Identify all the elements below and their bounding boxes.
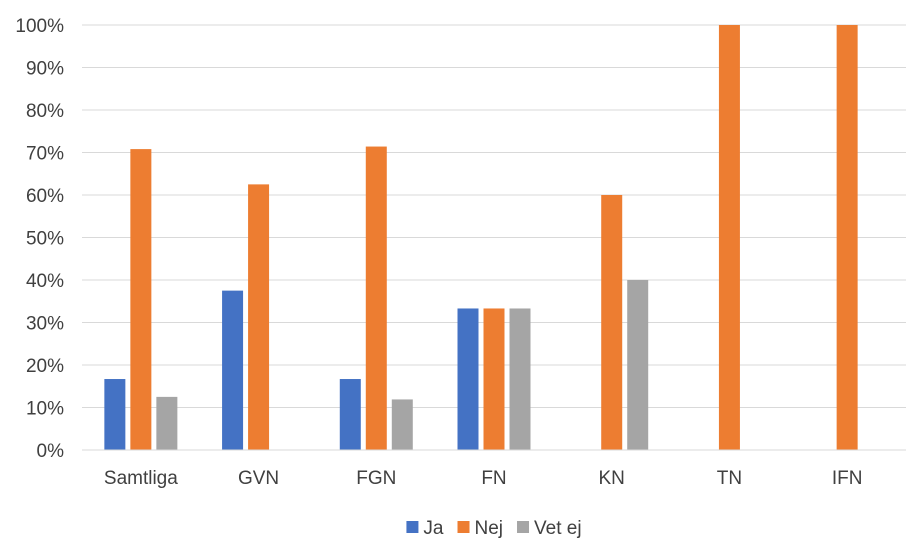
gridlines bbox=[82, 24, 906, 408]
y-tick-label: 20% bbox=[26, 356, 64, 377]
bar-nej-fn bbox=[483, 308, 505, 450]
y-tick-label: 30% bbox=[26, 314, 64, 335]
legend-swatch bbox=[406, 521, 419, 533]
x-tick-label: FGN bbox=[356, 468, 396, 489]
bar-ja-fgn bbox=[339, 379, 361, 450]
y-tick-label: 50% bbox=[26, 229, 64, 250]
bar-vet-ej-samtliga bbox=[156, 396, 178, 450]
legend-item-ja: Ja bbox=[406, 518, 444, 539]
y-tick-label: 70% bbox=[26, 144, 64, 165]
x-tick-label: Samtliga bbox=[104, 468, 178, 489]
bar-ja-fn bbox=[457, 308, 479, 450]
legend-label: Nej bbox=[475, 518, 504, 539]
bar-ja-gvn bbox=[222, 290, 244, 450]
legend: Ja Nej Vet ej bbox=[406, 518, 582, 539]
y-tick-label: 90% bbox=[26, 59, 64, 80]
bar-vet-ej-fgn bbox=[391, 399, 413, 450]
legend-label: Ja bbox=[423, 518, 444, 539]
bars bbox=[104, 25, 858, 451]
x-tick-label: IFN bbox=[832, 468, 863, 489]
legend-item-nej: Nej bbox=[457, 518, 504, 539]
bar-nej-ifn bbox=[836, 25, 858, 450]
y-tick-label: 0% bbox=[37, 441, 65, 462]
y-tick-label: 10% bbox=[26, 399, 64, 420]
y-tick-label: 80% bbox=[26, 101, 64, 122]
y-tick-label: 40% bbox=[26, 271, 64, 292]
bar-nej-samtliga bbox=[130, 149, 152, 450]
bar-nej-kn bbox=[601, 195, 623, 450]
bar-nej-gvn bbox=[248, 184, 270, 450]
legend-item-vet-ej: Vet ej bbox=[517, 518, 582, 539]
bar-vet-ej-kn bbox=[627, 280, 649, 450]
bar-ja-samtliga bbox=[104, 379, 126, 450]
y-tick-label: 100% bbox=[15, 16, 64, 37]
legend-label: Vet ej bbox=[534, 518, 582, 539]
bar-nej-tn bbox=[718, 25, 740, 450]
axes: 0% 10% 20% 30% 40% 50% 60% 70% 80% 90% 100% Samtlig… bbox=[15, 16, 906, 489]
x-tick-label: GVN bbox=[238, 468, 279, 489]
x-tick-label: FN bbox=[481, 468, 506, 489]
bar-vet-ej-fn bbox=[509, 308, 531, 450]
bar-nej-fgn bbox=[365, 146, 387, 451]
y-tick-label: 60% bbox=[26, 186, 64, 207]
legend-swatch bbox=[517, 521, 530, 533]
x-tick-label: TN bbox=[717, 468, 742, 489]
x-tick-label: KN bbox=[599, 468, 625, 489]
legend-swatch bbox=[457, 521, 470, 533]
